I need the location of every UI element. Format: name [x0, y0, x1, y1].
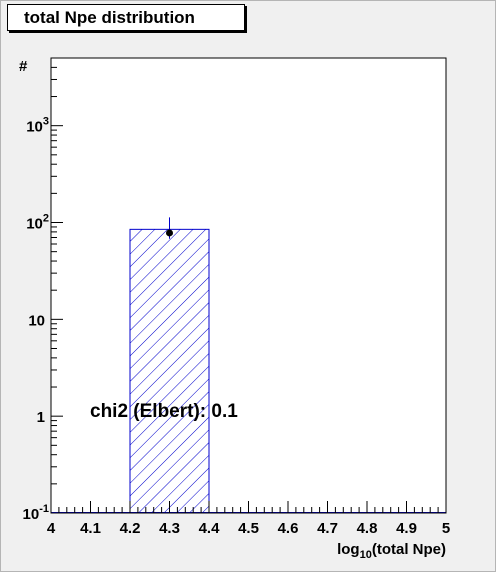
histogram-bar [129, 228, 210, 514]
x-axis-label: log10(total Npe) [337, 541, 446, 561]
chart-title: total Npe distribution [7, 4, 245, 31]
y-tick-label: 1 [37, 409, 45, 426]
x-tick-label: 4.3 [159, 520, 180, 537]
x-tick-label: 4.8 [357, 520, 378, 537]
chi2-annotation: chi2 (Elbert): 0.1 [90, 401, 238, 422]
y-axis-label: # [19, 58, 28, 75]
x-tick-label: 4.6 [278, 520, 299, 537]
y-tick-label: 10 [28, 312, 45, 329]
x-tick-label: 4.2 [120, 520, 141, 537]
x-tick-label: 5 [442, 520, 450, 537]
x-tick-label: 4.4 [199, 520, 221, 537]
x-tick-label: 4 [47, 520, 56, 537]
data-point [166, 229, 173, 237]
x-tick-label: 4.9 [396, 520, 417, 537]
y-tick-label: 103 [26, 116, 49, 136]
x-tick-label: 4.7 [317, 520, 338, 537]
y-tick-label: 102 [26, 213, 49, 233]
x-tick-label: 4.5 [238, 520, 259, 537]
x-tick-label: 4.1 [80, 520, 101, 537]
plot-frame-bg [51, 58, 446, 513]
y-tick-label: 10-1 [23, 503, 49, 523]
